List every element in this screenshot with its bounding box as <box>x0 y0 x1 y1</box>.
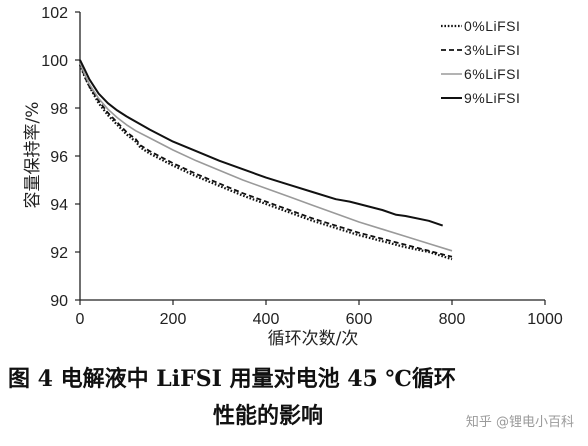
series-line-3pctlifsi <box>79 62 453 258</box>
series-line-0pctlifsi <box>78 64 453 261</box>
x-tick-label: 1000 <box>527 311 563 328</box>
x-tick-label: 600 <box>346 311 373 328</box>
watermark: 知乎 @锂电小百科 <box>465 415 574 430</box>
x-tick-label: 400 <box>253 311 280 328</box>
figure-caption-line-1: 图 4 电解液中 LiFSI 用量对电池 45 ℃循环 <box>8 366 456 392</box>
y-tick-label: 100 <box>41 53 68 70</box>
legend-label: 0%LiFSI <box>464 18 520 34</box>
chart-legend: 0%LiFSI 3%LiFSI 6%LiFSI 9%LiFSI <box>441 18 520 106</box>
y-tick-label: 94 <box>50 197 68 214</box>
x-tick-label: 800 <box>439 311 466 328</box>
series-line-9pctlifsi <box>79 59 444 227</box>
x-axis-ticks: 0 200 400 600 800 1000 <box>76 300 563 328</box>
y-tick-label: 90 <box>50 293 68 310</box>
legend-label: 9%LiFSI <box>464 90 520 106</box>
series-lines <box>78 59 453 261</box>
series-line-6pctlifsi <box>79 62 453 252</box>
figure-caption-line-2: 性能的影响 <box>213 403 324 429</box>
legend-label: 3%LiFSI <box>464 42 520 58</box>
line-chart: 0 200 400 600 800 1000 90 92 94 96 98 100 102 循环次数/… <box>23 5 563 349</box>
y-axis-ticks: 90 92 94 96 98 100 102 <box>41 5 80 310</box>
x-tick-label: 0 <box>76 311 85 328</box>
y-tick-label: 102 <box>41 5 68 22</box>
y-tick-label: 92 <box>50 245 68 262</box>
x-axis-label: 循环次数/次 <box>268 329 359 349</box>
y-tick-label: 96 <box>50 149 68 166</box>
y-tick-label: 98 <box>50 101 68 118</box>
x-tick-label: 200 <box>160 311 187 328</box>
y-axis-label: 容量保持率/% <box>23 102 43 209</box>
legend-label: 6%LiFSI <box>464 66 520 82</box>
